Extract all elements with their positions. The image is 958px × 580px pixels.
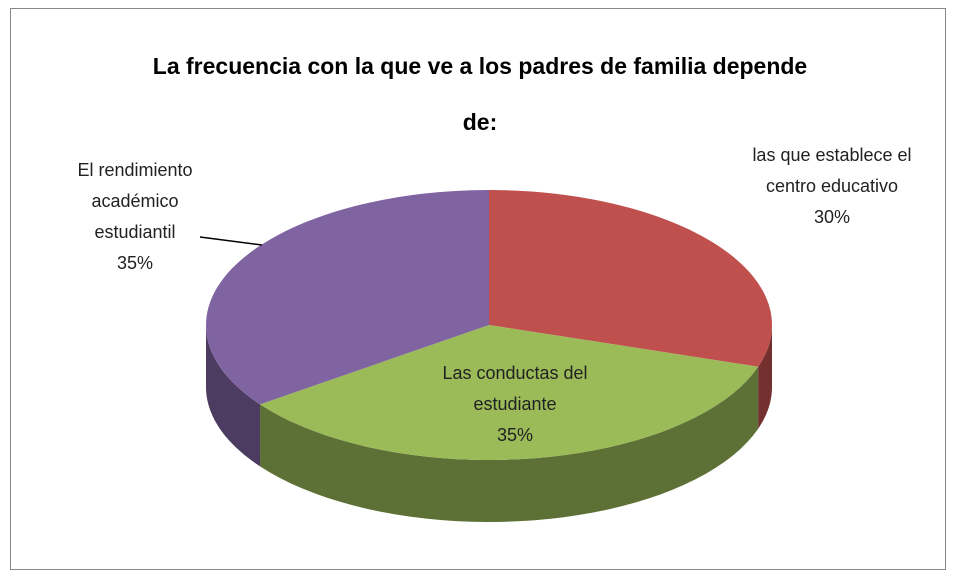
- data-label: las que establece el centro educativo 30%: [752, 140, 912, 233]
- value-label: 35%: [116, 253, 154, 273]
- pie-side: [260, 366, 759, 522]
- chart-title: La frecuencia con la que ve a los padres…: [152, 53, 808, 135]
- pie-slice: [206, 190, 489, 405]
- pie-slice: [260, 325, 759, 460]
- category-label: El rendimiento académico estudiantil: [77, 160, 193, 242]
- value-label: 35%: [496, 425, 534, 445]
- pie-side: [206, 325, 261, 467]
- chart-frame: [10, 8, 946, 570]
- data-label: El rendimiento académico estudiantil 35%: [50, 155, 220, 279]
- pie-slice: [489, 190, 772, 367]
- category-label: las que establece el centro educativo: [752, 145, 912, 196]
- category-label: Las conductas del estudiante: [442, 363, 588, 414]
- leader-line: [199, 236, 263, 246]
- data-label: Las conductas del estudiante 35%: [420, 358, 610, 451]
- value-label: 30%: [813, 207, 851, 227]
- pie-side: [758, 325, 772, 429]
